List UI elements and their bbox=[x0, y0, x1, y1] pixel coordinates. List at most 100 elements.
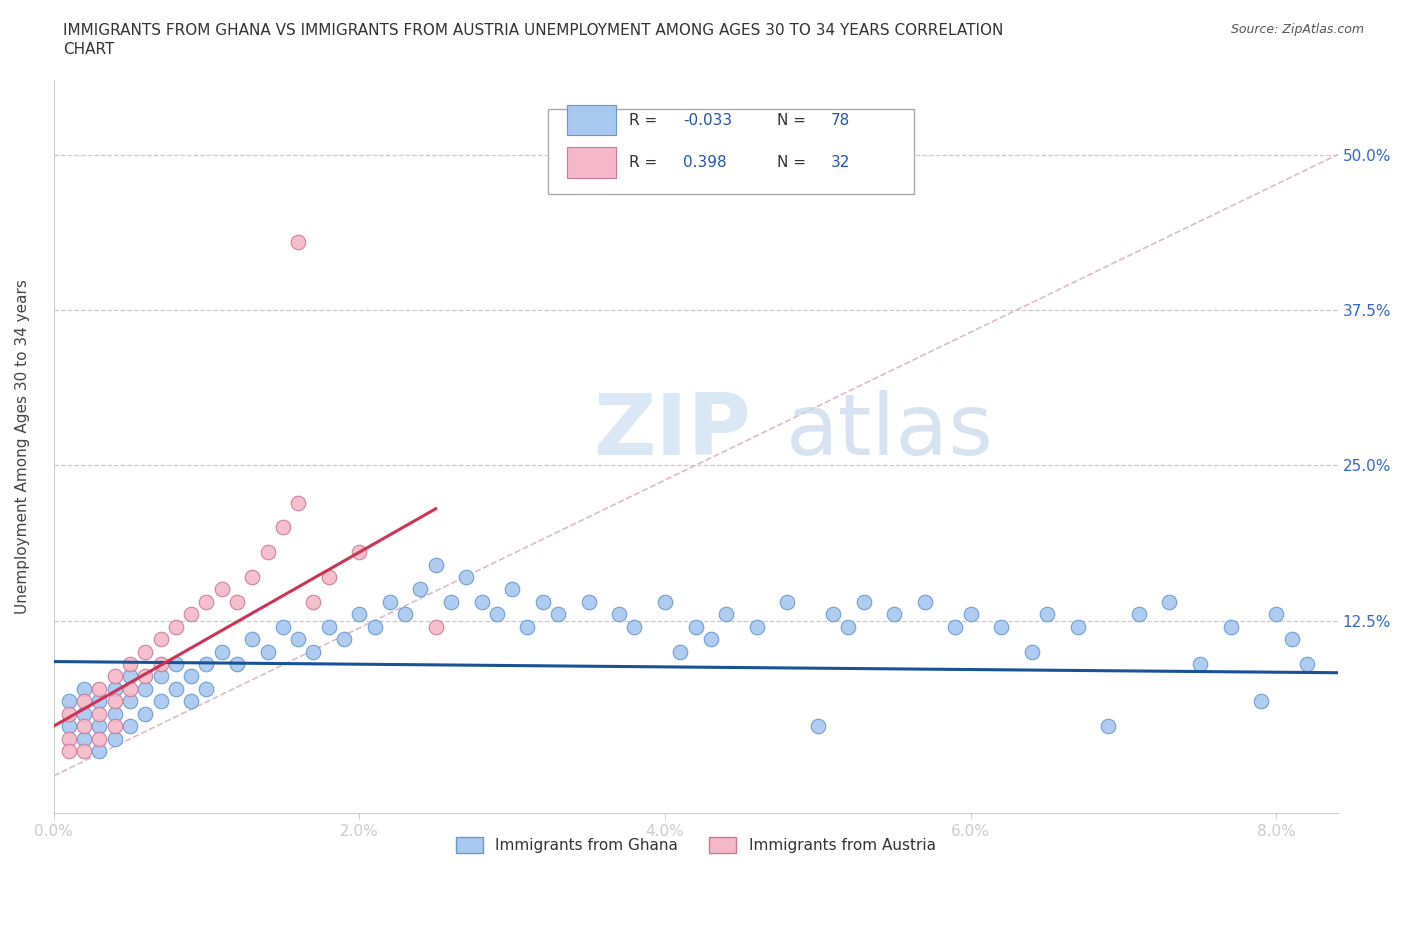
Legend: Immigrants from Ghana, Immigrants from Austria: Immigrants from Ghana, Immigrants from A… bbox=[449, 830, 943, 860]
Point bbox=[165, 657, 187, 671]
Point bbox=[990, 619, 1012, 634]
Point bbox=[271, 619, 294, 634]
Text: atlas: atlas bbox=[786, 391, 994, 473]
Point bbox=[195, 594, 218, 609]
Point bbox=[240, 570, 263, 585]
Point bbox=[578, 594, 600, 609]
Point bbox=[425, 619, 447, 634]
Point bbox=[104, 694, 127, 709]
Point bbox=[118, 719, 141, 734]
Point bbox=[89, 731, 111, 746]
Text: N =: N = bbox=[776, 113, 810, 127]
Point bbox=[89, 694, 111, 709]
Point bbox=[471, 594, 494, 609]
Text: CHART: CHART bbox=[63, 42, 115, 57]
Point bbox=[1097, 719, 1119, 734]
Point bbox=[700, 631, 723, 646]
FancyBboxPatch shape bbox=[567, 147, 616, 178]
Point bbox=[58, 694, 80, 709]
Point bbox=[914, 594, 936, 609]
Point bbox=[195, 682, 218, 697]
Point bbox=[1067, 619, 1090, 634]
Point bbox=[104, 706, 127, 721]
Point bbox=[104, 731, 127, 746]
Point bbox=[318, 570, 340, 585]
Point bbox=[134, 644, 156, 659]
Point bbox=[195, 657, 218, 671]
Point bbox=[1128, 607, 1150, 622]
Point bbox=[104, 719, 127, 734]
Point bbox=[485, 607, 508, 622]
Point bbox=[118, 682, 141, 697]
Point bbox=[165, 682, 187, 697]
Point bbox=[58, 706, 80, 721]
Point bbox=[287, 631, 309, 646]
Point bbox=[89, 706, 111, 721]
Point bbox=[440, 594, 463, 609]
Point bbox=[531, 594, 554, 609]
Point bbox=[134, 682, 156, 697]
Point bbox=[73, 719, 96, 734]
Text: Source: ZipAtlas.com: Source: ZipAtlas.com bbox=[1230, 23, 1364, 36]
Point bbox=[256, 644, 278, 659]
Point bbox=[134, 706, 156, 721]
Point bbox=[547, 607, 569, 622]
Point bbox=[1021, 644, 1043, 659]
Point bbox=[1281, 631, 1303, 646]
Point bbox=[685, 619, 707, 634]
Point bbox=[378, 594, 401, 609]
Point bbox=[118, 694, 141, 709]
Point bbox=[58, 719, 80, 734]
Point bbox=[73, 682, 96, 697]
Point bbox=[226, 657, 249, 671]
Text: 78: 78 bbox=[831, 113, 849, 127]
Point bbox=[456, 570, 478, 585]
Point bbox=[287, 495, 309, 510]
Point bbox=[165, 619, 187, 634]
Point bbox=[226, 594, 249, 609]
Point bbox=[823, 607, 845, 622]
Point bbox=[349, 545, 371, 560]
Point bbox=[1036, 607, 1059, 622]
Point bbox=[1159, 594, 1181, 609]
Point bbox=[302, 644, 325, 659]
Point bbox=[149, 631, 172, 646]
Point bbox=[776, 594, 799, 609]
Point bbox=[73, 694, 96, 709]
FancyBboxPatch shape bbox=[548, 110, 914, 193]
Point bbox=[945, 619, 967, 634]
Point bbox=[211, 582, 233, 597]
Text: R =: R = bbox=[628, 154, 662, 169]
Text: -0.033: -0.033 bbox=[683, 113, 733, 127]
Point bbox=[240, 631, 263, 646]
Point bbox=[363, 619, 385, 634]
Point bbox=[1296, 657, 1319, 671]
Point bbox=[852, 594, 875, 609]
Point bbox=[118, 669, 141, 684]
Text: R =: R = bbox=[628, 113, 662, 127]
Text: 0.398: 0.398 bbox=[683, 154, 727, 169]
Point bbox=[807, 719, 830, 734]
Point bbox=[73, 744, 96, 759]
Point bbox=[394, 607, 416, 622]
Point bbox=[149, 694, 172, 709]
Point bbox=[349, 607, 371, 622]
Point bbox=[104, 669, 127, 684]
Point bbox=[669, 644, 692, 659]
Point bbox=[287, 234, 309, 249]
Point bbox=[58, 744, 80, 759]
Point bbox=[180, 694, 202, 709]
Point bbox=[714, 607, 737, 622]
Point bbox=[134, 669, 156, 684]
Y-axis label: Unemployment Among Ages 30 to 34 years: Unemployment Among Ages 30 to 34 years bbox=[15, 279, 30, 614]
Point bbox=[118, 657, 141, 671]
Point bbox=[607, 607, 630, 622]
Point bbox=[516, 619, 538, 634]
Point bbox=[73, 731, 96, 746]
Point bbox=[211, 644, 233, 659]
Text: 32: 32 bbox=[831, 154, 849, 169]
Text: ZIP: ZIP bbox=[593, 391, 751, 473]
Point bbox=[883, 607, 905, 622]
Point bbox=[1219, 619, 1241, 634]
Point bbox=[501, 582, 523, 597]
